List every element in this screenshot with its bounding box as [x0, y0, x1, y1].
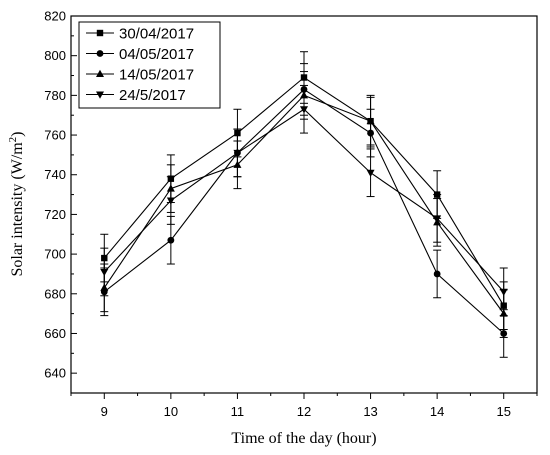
- x-tick-label: 10: [164, 404, 178, 419]
- series-line: [103, 108, 505, 293]
- legend-item: 14/05/2017: [86, 67, 194, 84]
- data-point: [433, 215, 442, 223]
- legend-marker: [96, 50, 104, 57]
- legend-marker: [96, 29, 104, 37]
- legend-item: 24/5/2017: [86, 87, 186, 104]
- legend-label: 14/05/2017: [119, 67, 194, 84]
- series-layer: [100, 51, 508, 358]
- data-point: [300, 106, 308, 114]
- y-axis: 640 660 680 700 720 740 760 780 800 820: [44, 9, 77, 394]
- x-axis: 9 10 11 12 13 14 15: [70, 393, 538, 419]
- legend-label: 04/05/2017: [119, 46, 194, 63]
- data-point: [366, 169, 375, 177]
- data-point: [499, 288, 508, 297]
- y-axis-title: Solar intensity (W/m2): [7, 131, 26, 276]
- y-tick-label: 660: [44, 326, 66, 341]
- y-tick-label: 800: [44, 48, 66, 63]
- legend-label: 24/5/2017: [119, 87, 186, 104]
- x-tick-label: 14: [430, 404, 444, 419]
- x-tick-label: 12: [297, 404, 311, 419]
- y-tick-label: 760: [44, 128, 66, 143]
- series-4: [100, 84, 508, 317]
- data-point: [233, 149, 242, 158]
- x-tick-label: 13: [363, 404, 377, 419]
- data-point: [366, 116, 375, 125]
- x-tick-label: 15: [496, 404, 510, 419]
- legend-item: 30/04/2017: [86, 26, 194, 43]
- y-tick-label: 680: [44, 286, 66, 301]
- legend-marker: [96, 91, 104, 99]
- y-tick-label: 780: [44, 88, 66, 103]
- data-point: [100, 268, 109, 277]
- data-point: [166, 197, 175, 205]
- y-tick-label: 740: [44, 167, 66, 182]
- legend-label: 30/04/2017: [119, 26, 194, 43]
- data-point: [433, 270, 441, 278]
- y-tick-label: 820: [44, 9, 66, 24]
- legend-item: 04/05/2017: [86, 46, 194, 63]
- data-point: [167, 236, 175, 244]
- y-axis-title-end: ): [9, 131, 26, 136]
- y-axis-title-superscript: 2: [7, 137, 19, 143]
- y-tick-label: 700: [44, 247, 66, 262]
- legend-marker: [96, 69, 104, 77]
- y-axis-title-main: Solar intensity (W/m: [9, 142, 26, 277]
- legend: 30/04/2017 04/05/2017 14/05/2017 24/5/2017: [78, 21, 221, 109]
- x-axis-title: Time of the day (hour): [231, 430, 376, 447]
- x-tick-label: 9: [101, 404, 108, 419]
- y-tick-label: 640: [44, 366, 66, 381]
- x-tick-label: 11: [231, 404, 245, 419]
- y-tick-label: 720: [44, 207, 66, 222]
